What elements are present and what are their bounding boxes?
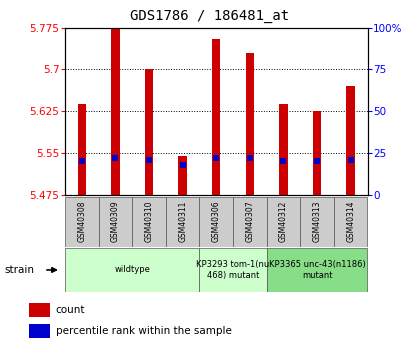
Text: GSM40314: GSM40314 (346, 201, 355, 243)
Text: count: count (56, 305, 85, 315)
FancyBboxPatch shape (233, 197, 267, 247)
Text: GSM40309: GSM40309 (111, 201, 120, 243)
Text: GDS1786 / 186481_at: GDS1786 / 186481_at (131, 9, 289, 23)
Text: GSM40310: GSM40310 (144, 201, 154, 243)
Bar (178, 156, 187, 195)
Bar (29, 324, 50, 338)
Bar (29, 303, 50, 317)
Bar (212, 39, 220, 195)
FancyBboxPatch shape (65, 197, 99, 247)
FancyBboxPatch shape (334, 197, 368, 247)
Bar (111, 28, 120, 195)
Bar (313, 111, 321, 195)
Text: percentile rank within the sample: percentile rank within the sample (56, 326, 232, 336)
Text: GSM40308: GSM40308 (77, 201, 87, 243)
FancyBboxPatch shape (200, 197, 233, 247)
FancyBboxPatch shape (132, 197, 166, 247)
FancyBboxPatch shape (200, 248, 267, 292)
FancyBboxPatch shape (267, 248, 368, 292)
FancyBboxPatch shape (166, 197, 200, 247)
Text: GSM40311: GSM40311 (178, 201, 187, 242)
Text: GSM40307: GSM40307 (245, 201, 255, 243)
Text: GSM40313: GSM40313 (312, 201, 322, 243)
Bar (145, 69, 153, 195)
Text: GSM40312: GSM40312 (279, 201, 288, 242)
FancyBboxPatch shape (65, 248, 199, 292)
Text: KP3293 tom-1(nu
468) mutant: KP3293 tom-1(nu 468) mutant (197, 260, 270, 280)
Text: wildtype: wildtype (114, 265, 150, 275)
Bar (78, 104, 86, 195)
Text: GSM40306: GSM40306 (212, 201, 221, 243)
FancyBboxPatch shape (99, 197, 132, 247)
FancyBboxPatch shape (267, 197, 300, 247)
Text: strain: strain (4, 265, 34, 275)
FancyBboxPatch shape (300, 197, 334, 247)
Text: KP3365 unc-43(n1186)
mutant: KP3365 unc-43(n1186) mutant (269, 260, 365, 280)
Bar (246, 53, 254, 195)
Bar (279, 104, 288, 195)
Bar (346, 86, 355, 195)
